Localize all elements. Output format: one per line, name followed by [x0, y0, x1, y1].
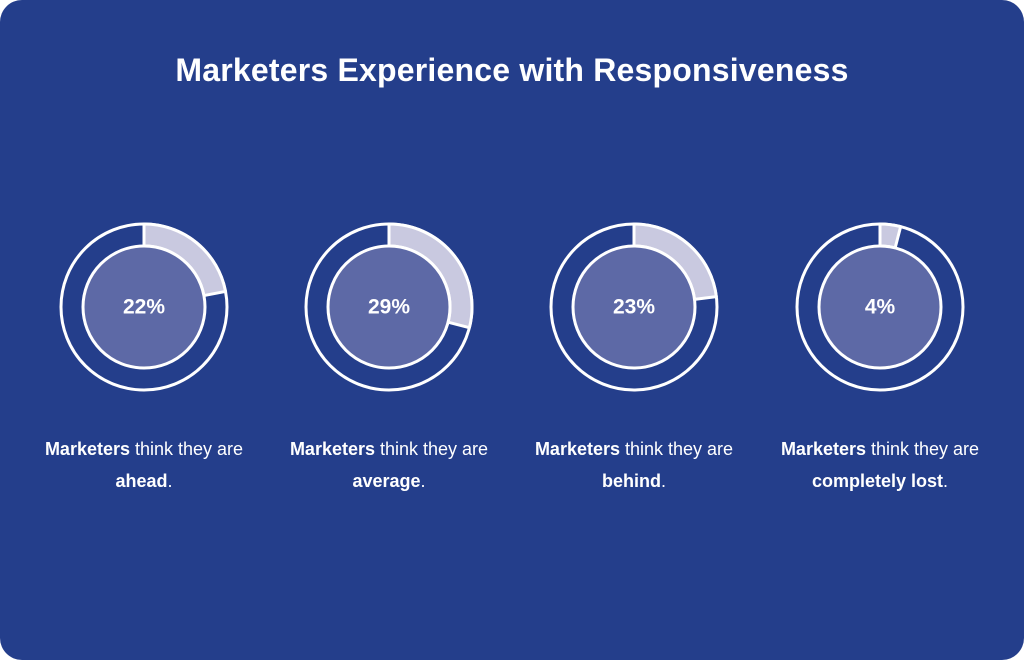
- donut-chart-average: 29%: [304, 222, 474, 392]
- caption-subject: Marketers: [289, 439, 375, 459]
- caption-end: .: [660, 471, 666, 491]
- caption-emphasis: behind: [601, 471, 661, 491]
- caption-subject: Marketers: [534, 439, 620, 459]
- caption-text: think they are: [620, 439, 734, 459]
- caption-behind: Marketers think they are behind.: [514, 433, 754, 497]
- donut-chart-completely-lost: 4%: [795, 222, 965, 392]
- donut-chart-ahead: 22%: [59, 222, 229, 392]
- caption-emphasis: average: [352, 471, 421, 491]
- caption-text: think they are: [130, 439, 244, 459]
- caption-text: think they are: [866, 439, 980, 459]
- stat-average: 29% Marketers think they are average.: [269, 222, 509, 502]
- percent-label-behind: 23%: [613, 296, 655, 319]
- stat-ahead: 22% Marketers think they are ahead.: [24, 222, 264, 502]
- caption-subject: Marketers: [44, 439, 130, 459]
- caption-average: Marketers think they are average.: [269, 433, 509, 497]
- percent-label-completely-lost: 4%: [865, 296, 896, 319]
- caption-text: think they are: [375, 439, 489, 459]
- caption-subject: Marketers: [780, 439, 866, 459]
- stat-behind: 23% Marketers think they are behind.: [514, 222, 754, 502]
- stat-completely-lost: 4% Marketers think they are completely l…: [760, 222, 1000, 502]
- percent-label-average: 29%: [368, 296, 410, 319]
- percent-label-ahead: 22%: [123, 296, 165, 319]
- donut-chart-behind: 23%: [549, 222, 719, 392]
- inner-circle: [81, 244, 207, 370]
- donut-slice-completely-lost: [878, 222, 903, 250]
- chart-title: Marketers Experience with Responsiveness: [175, 52, 849, 88]
- caption-end: .: [420, 471, 426, 491]
- caption-emphasis: completely lost: [811, 471, 944, 491]
- caption-end: .: [943, 471, 949, 491]
- caption-emphasis: ahead: [115, 471, 168, 491]
- caption-completely-lost: Marketers think they are completely lost…: [760, 433, 1000, 497]
- inner-circle: [326, 244, 452, 370]
- caption-ahead: Marketers think they are ahead.: [24, 433, 264, 497]
- inner-circle: [571, 244, 697, 370]
- inner-circle: [817, 244, 943, 370]
- caption-end: .: [167, 471, 173, 491]
